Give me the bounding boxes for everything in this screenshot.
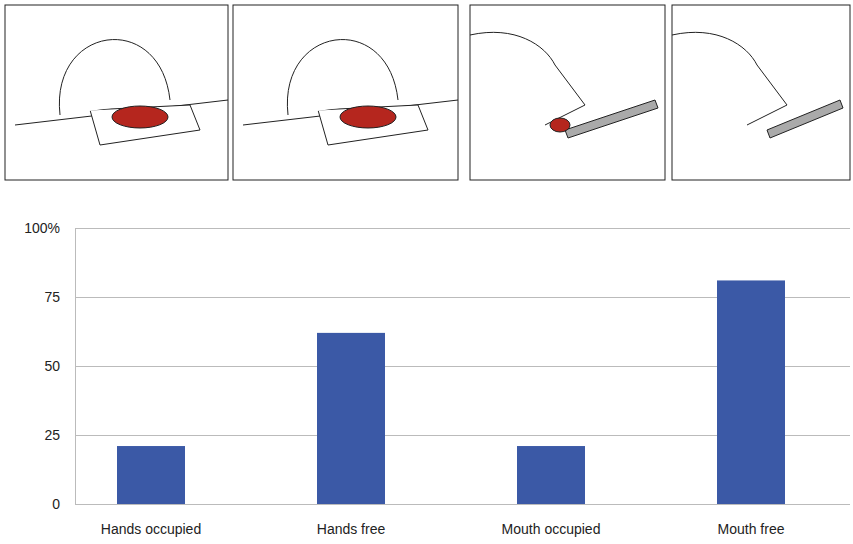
- person: [287, 40, 398, 115]
- bar: [117, 446, 185, 504]
- x-tick: Hands free: [317, 504, 386, 537]
- bar: [317, 333, 385, 504]
- x-tick: Hands occupied: [101, 504, 201, 537]
- x-tick-label: Mouth occupied: [502, 521, 601, 537]
- grid-line: [75, 228, 850, 229]
- bar: [517, 446, 585, 504]
- person: [59, 40, 170, 115]
- tongue: [550, 118, 570, 132]
- y-tick-label: 75: [44, 289, 60, 305]
- y-tick-label: 0: [52, 496, 60, 512]
- dog: [672, 32, 787, 125]
- illustration-panel: [470, 5, 665, 180]
- y-axis: 0 25 50 75 100%: [24, 220, 850, 512]
- x-axis: Hands occupied Hands free Mouth occupied Mo…: [52, 504, 852, 537]
- x-tick-label: Mouth free: [718, 521, 785, 537]
- x-tick-label: Hands occupied: [101, 521, 201, 537]
- illustration-panel: [672, 5, 850, 180]
- panel-frame: [470, 5, 665, 180]
- bar-stick: [565, 100, 658, 138]
- x-tick-label: Hands free: [317, 521, 386, 537]
- panel-frame: [5, 5, 228, 180]
- panel-frame: [672, 5, 850, 180]
- y-tick: 100%: [24, 220, 850, 236]
- bar: [717, 280, 785, 504]
- y-axis-line: [76, 229, 851, 505]
- illustration-panel: [5, 5, 228, 180]
- button: [112, 106, 168, 128]
- x-tick: Mouth occupied: [502, 504, 601, 537]
- box: [90, 105, 200, 145]
- illustrations: [5, 5, 850, 180]
- button: [340, 106, 396, 128]
- x-axis-line: [52, 504, 852, 505]
- bar-stick: [767, 100, 843, 138]
- y-tick-label: 25: [44, 427, 60, 443]
- x-tick: Mouth free: [718, 504, 785, 537]
- chart: 0 25 50 75 100% Hands occupied Hands free Mouth…: [0, 0, 853, 544]
- dog: [470, 32, 585, 125]
- panel-frame: [233, 5, 458, 180]
- y-tick-label: 100%: [24, 220, 60, 236]
- illustration-panel: [233, 5, 458, 180]
- grid-line: [75, 504, 850, 505]
- y-tick-label: 50: [44, 358, 60, 374]
- box: [318, 105, 428, 145]
- bars: [117, 280, 785, 504]
